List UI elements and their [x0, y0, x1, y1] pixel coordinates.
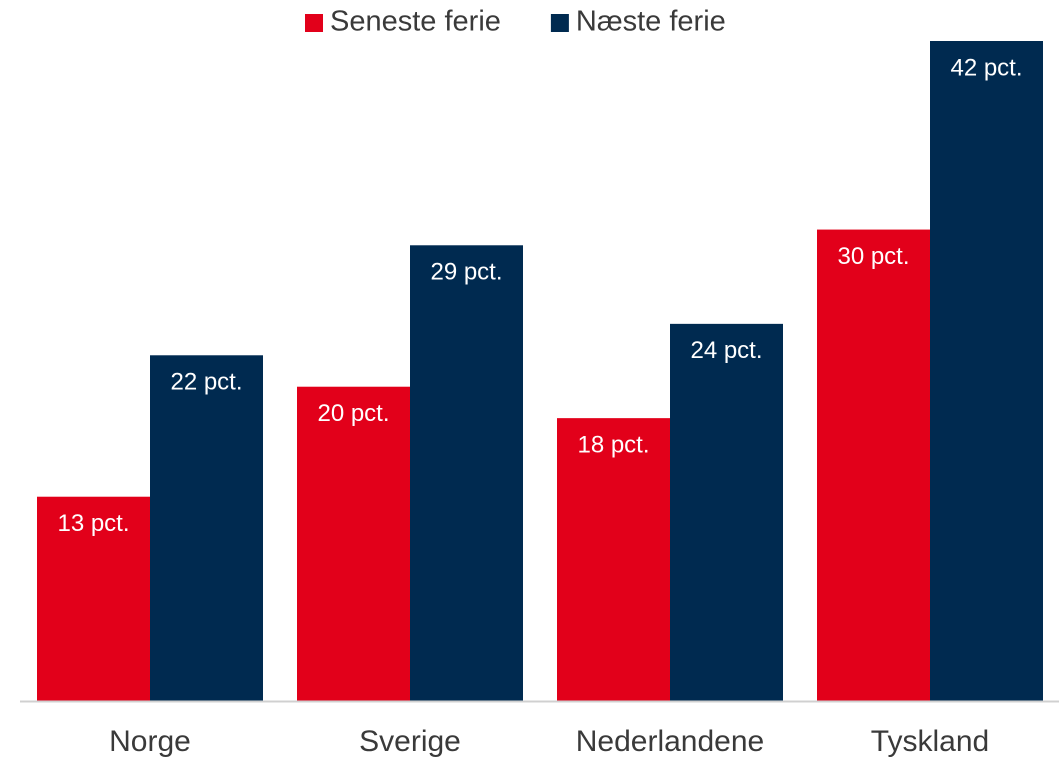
data-label: 24 pct.	[690, 337, 762, 364]
bar	[37, 496, 150, 701]
data-label: 42 pct.	[950, 54, 1022, 81]
bar	[817, 229, 930, 702]
bar	[557, 418, 670, 701]
bar	[297, 386, 410, 701]
data-label: 20 pct.	[317, 400, 389, 427]
bar	[930, 41, 1043, 701]
x-tick-label: Sverige	[359, 725, 461, 758]
data-label: 29 pct.	[430, 259, 502, 286]
legend-swatch	[550, 14, 569, 32]
bar	[670, 323, 783, 701]
legend-swatch	[305, 14, 323, 32]
legend-label: Næste ferie	[576, 6, 726, 38]
data-label: 22 pct.	[170, 369, 242, 396]
bar	[410, 245, 523, 702]
x-tick-label: Norge	[109, 725, 191, 758]
x-tick-label: Nederlandene	[576, 725, 764, 758]
data-label: 30 pct.	[837, 243, 909, 270]
x-tick-label: Tyskland	[871, 725, 989, 758]
bar	[150, 355, 263, 701]
data-label: 13 pct.	[57, 510, 129, 537]
legend-label: Seneste ferie	[330, 6, 501, 38]
data-label: 18 pct.	[577, 431, 649, 458]
